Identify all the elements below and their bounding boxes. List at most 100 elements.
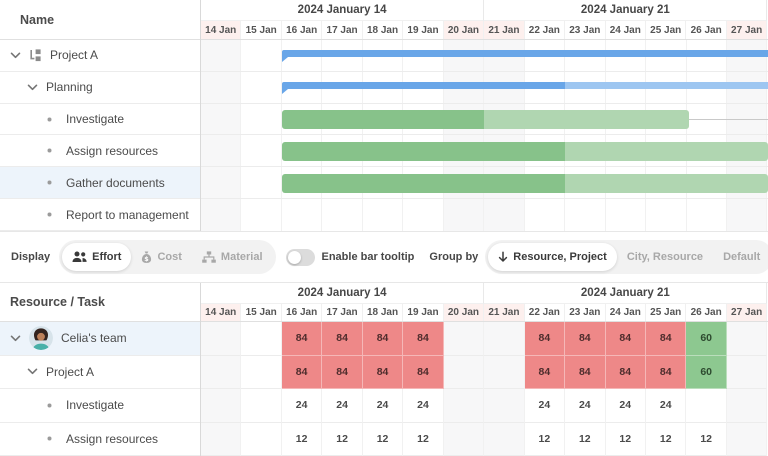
svg-text:$: $ [145,255,150,263]
task-row-label: Investigate [66,112,125,127]
timeline-column [322,40,363,231]
resource-task-column-header[interactable]: Resource / Task [0,283,200,322]
histogram-cell: 84 [524,322,566,356]
chevron-down-icon[interactable] [27,368,38,375]
histogram-cell: 84 [403,355,444,389]
histogram-cell: 12 [645,422,687,456]
timeline-column [565,40,606,231]
week-header-row: 2024 January 14 2024 January 21 [201,0,768,21]
task-row-report-to-management[interactable]: Report to management [0,199,200,231]
chevron-down-icon[interactable] [10,335,21,342]
timeline-column [727,40,768,231]
day-header-row: 14 Jan 15 Jan 16 Jan 17 Jan 18 Jan 19 Jan 20 J… [201,304,768,322]
day-header-cell: 16 Jan [282,304,323,321]
histogram-cell [201,422,242,456]
day-header-row: 14 Jan 15 Jan 16 Jan 17 Jan 18 Jan 19 Jan 20 J… [201,21,768,40]
resource-row-assign-resources[interactable]: Assign resources [0,422,200,456]
histogram-row-celia-s-team: 84 84 84 84 84 84 84 84 60 [201,322,768,356]
gantt-tree-panel: Name Project A Planning Investigate Assign … [0,0,201,231]
histogram-cell: 84 [362,322,404,356]
histogram-cell: 84 [605,322,646,356]
sitemap-icon [202,251,216,263]
task-row-planning[interactable]: Planning [0,71,200,104]
task-row-investigate[interactable]: Investigate [0,103,200,136]
gantt-summary-bar-project-a[interactable] [281,50,768,57]
resource-row-investigate[interactable]: Investigate [0,389,200,423]
histogram-cell: 84 [322,355,363,389]
histogram-cell: 84 [281,355,323,389]
group-by-option-resource-project[interactable]: Resource, Project [488,243,617,271]
day-header-cell: 23 Jan [565,304,606,321]
group-by-option-default[interactable]: Default [713,243,768,271]
gantt-task-bar-gather-documents[interactable] [281,173,768,193]
day-header-cell: 14 Jan [201,304,242,321]
day-header-cell: 22 Jan [525,304,566,321]
gantt-summary-bar-planning[interactable] [281,81,566,89]
display-option-effort[interactable]: Effort [62,243,132,271]
display-option-cost[interactable]: $ Cost [131,243,191,271]
resource-row-project-a[interactable]: Project A [0,355,200,389]
histogram-cell [726,422,768,456]
day-header-cell: 20 Jan [443,21,485,39]
timeline-column [606,40,647,231]
histogram-cell [201,389,242,423]
week-header-cell: 2024 January 14 [201,0,485,21]
timeline-column [403,40,444,231]
timeline-header: 2024 January 14 2024 January 21 14 Jan 15 J… [201,0,768,40]
day-header-cell: 17 Jan [322,304,363,321]
name-column-header[interactable]: Name [0,0,200,40]
histogram-cell [726,322,768,356]
group-by-option-city-resource[interactable]: City, Resource [617,243,713,271]
task-row-project-a[interactable]: Project A [0,40,200,72]
toolbar: Display Effort $ Cost Material Enable bar t… [0,231,768,283]
histogram-cell [726,389,768,423]
day-header-cell: 26 Jan [686,21,727,39]
histogram-timeline: 2024 January 14 2024 January 21 14 Jan 15 J… [201,283,768,456]
bullet-icon [47,436,52,441]
task-row-gather-documents[interactable]: Gather documents [0,167,200,200]
histogram-cell: 12 [362,422,404,456]
histogram-cell [201,322,242,356]
gantt-summary-bar-planning-remaining[interactable] [565,81,768,89]
resource-row-label: Investigate [66,398,125,413]
histogram-cell: 12 [605,422,646,456]
histogram-cell: 84 [322,322,363,356]
group-by-option-label: Resource, Project [513,251,607,263]
display-label: Display [11,251,51,263]
day-header-cell: 27 Jan [726,21,768,39]
week-header-row: 2024 January 14 2024 January 21 [201,283,768,304]
day-header-cell: 22 Jan [525,21,566,39]
day-header-cell: 26 Jan [686,304,727,321]
resource-row-label: Project A [46,364,95,379]
timeline-column [687,40,728,231]
timeline-column [282,40,323,231]
histogram-cell: 24 [565,389,606,423]
resource-row-celia-s-team[interactable]: Celia's team [0,322,200,356]
day-header-cell: 21 Jan [484,304,525,321]
resource-tree-rows: Celia's team Project A Investigate Assign r… [0,322,200,456]
day-header-cell: 19 Jan [403,304,444,321]
grid-line [201,102,768,104]
week-header-cell: 2024 January 21 [484,283,768,304]
gantt-task-bar-investigate[interactable] [281,110,689,130]
day-header-cell: 14 Jan [201,21,242,39]
bullet-icon [47,180,52,185]
histogram-cell [443,422,485,456]
display-option-label: Effort [92,251,122,263]
resource-histogram-panel: Resource / Task Celia's team Project A Inv… [0,283,768,456]
day-header-cell: 19 Jan [403,21,444,39]
enable-bar-tooltip-toggle[interactable] [285,248,315,266]
histogram-cell [241,389,282,423]
task-row-assign-resources[interactable]: Assign resources [0,135,200,168]
gantt-timeline: 2024 January 14 2024 January 21 14 Jan 15 J… [201,0,768,231]
gantt-task-bar-assign-resources[interactable] [281,141,768,161]
histogram-cell [241,355,282,389]
chevron-down-icon[interactable] [10,52,21,59]
histogram-cell: 84 [281,322,323,356]
histogram-cell: 60 [686,355,727,389]
display-option-material[interactable]: Material [192,243,273,271]
grid-line [201,198,768,200]
display-option-label: Cost [157,251,182,263]
chevron-down-icon[interactable] [27,84,38,91]
timeline-column [201,40,242,231]
